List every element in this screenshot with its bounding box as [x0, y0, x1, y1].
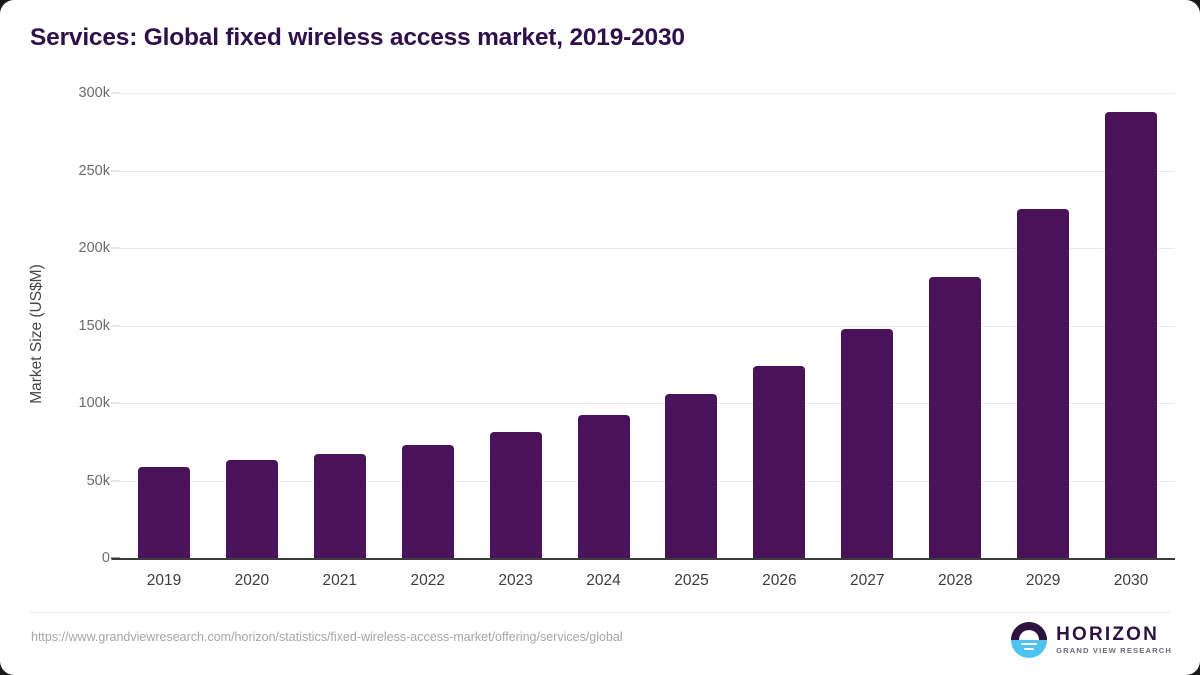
y-axis-tick-label: 100k [78, 395, 110, 411]
gridline [120, 93, 1175, 94]
bar[interactable] [753, 365, 806, 558]
x-axis-line [112, 558, 1175, 560]
gridline [120, 325, 1175, 327]
logo-name: HORIZON [1056, 623, 1160, 645]
bar[interactable] [225, 460, 278, 558]
y-axis-tick-label: 50k [86, 472, 110, 489]
x-axis-tick-label: 2021 [322, 572, 358, 589]
y-axis-tick-label: 200k [78, 240, 110, 256]
footer-divider [30, 612, 1170, 613]
x-axis-tick-label: 2025 [674, 572, 709, 589]
horizon-logo[interactable]: HORIZON GRAND VIEW RESEARCH [1011, 621, 1172, 659]
bar[interactable] [1017, 209, 1070, 558]
y-axis-tick-mark [111, 92, 120, 94]
x-axis-tick-label: 2023 [498, 572, 533, 589]
x-axis-tick-label: 2026 [762, 572, 797, 589]
x-axis-tick-label: 2027 [850, 572, 885, 589]
y-axis-tick-label: 300k [78, 85, 110, 101]
x-axis-tick-label: 2022 [410, 572, 445, 589]
x-axis-tick-label: 2024 [586, 572, 621, 589]
bar[interactable] [489, 432, 542, 558]
gridline [120, 403, 1175, 404]
x-axis-tick-label: 2028 [937, 572, 973, 589]
source-url[interactable]: https://www.grandviewresearch.com/horizo… [31, 630, 623, 644]
plot-area [112, 93, 1175, 560]
gridline [120, 480, 1175, 482]
horizon-logo-icon [1011, 622, 1048, 658]
bar[interactable] [665, 393, 718, 558]
x-axis-tick-label: 2019 [146, 572, 182, 589]
bar[interactable] [401, 444, 454, 558]
y-axis-tick-mark [111, 170, 120, 171]
gridline [120, 248, 1175, 249]
logo-text-block: HORIZON GRAND VIEW RESEARCH [1056, 623, 1172, 656]
bar[interactable] [841, 328, 894, 558]
gridline [120, 170, 1175, 172]
y-axis-tick-mark [111, 557, 120, 560]
chart-title: Services: Global fixed wireless access m… [30, 24, 685, 51]
y-axis-tick-mark [111, 480, 120, 481]
y-axis-tick-label: 150k [78, 317, 110, 334]
x-axis-tick-label: 2030 [1113, 572, 1149, 589]
y-axis-tick-label: 250k [78, 162, 110, 179]
bar[interactable] [929, 277, 982, 558]
y-axis-tick-label: 0 [101, 550, 110, 566]
bar[interactable] [137, 466, 190, 558]
x-axis-tick-label: 2029 [1025, 572, 1061, 589]
bar[interactable] [1105, 111, 1158, 558]
y-axis-tick-mark [111, 325, 120, 326]
bar[interactable] [577, 415, 630, 558]
bar[interactable] [313, 454, 366, 558]
x-axis-tick-label: 2020 [234, 572, 270, 589]
y-axis-tick-mark [111, 247, 120, 249]
y-axis-tick-mark [111, 402, 120, 404]
logo-tagline: GRAND VIEW RESEARCH [1056, 646, 1172, 656]
